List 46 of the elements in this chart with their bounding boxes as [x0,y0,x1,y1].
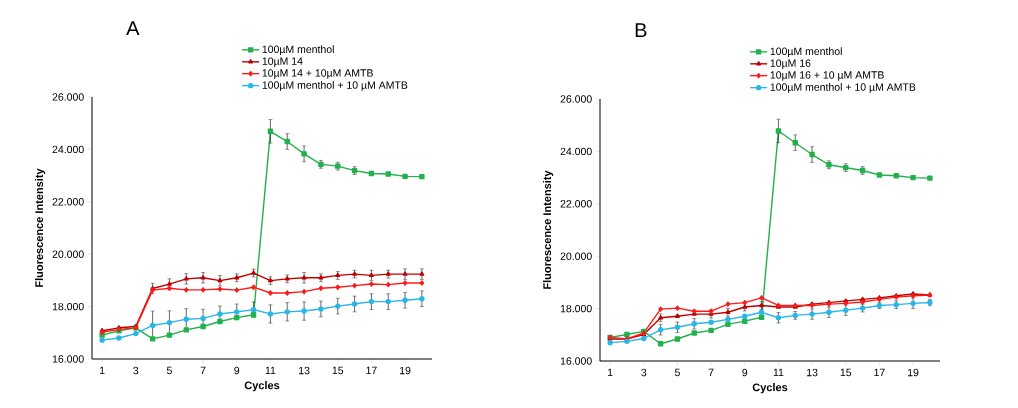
legend-label: 100µM menthol [262,45,334,56]
y-tick-label: 24.000 [52,145,84,154]
y-tick-label: 20.000 [560,252,592,260]
x-tick-label: 15 [840,368,852,377]
x-tick-label: 5 [166,366,172,375]
x-tick-label: 13 [807,368,818,377]
x-tick-label: 1 [607,368,613,377]
y-tick-label: 22.000 [52,198,84,206]
legend-label: 10µM 14 [262,57,303,67]
x-tick-label: 7 [708,368,714,377]
x-tick-label: 3 [641,368,647,377]
y-tick-label: 26.000 [560,95,592,103]
x-tick-label: 9 [234,366,240,375]
y-tick-label: 16.000 [560,357,592,365]
chart-title: B [635,23,647,38]
x-tick-label: 7 [200,366,206,375]
y-tick-label: 20.000 [52,250,84,258]
y-tick-label: 26.000 [52,93,84,101]
x-tick-label: 15 [332,366,344,375]
x-tick-label: 19 [908,368,919,377]
y-axis-title: Fluorescence Intensity [34,168,46,287]
y-tick-label: 18.000 [560,304,592,313]
x-tick-label: 19 [400,366,411,375]
y-tick-label: 24.000 [560,147,592,156]
x-tick-label: 13 [299,366,310,375]
legend-label: 100µM menthol + 10 µM AMTB [262,81,408,91]
x-tick-label: 11 [773,368,784,377]
x-tick-label: 3 [133,366,139,375]
legend-label: 10µM 14 + 10µM AMTB [262,69,373,79]
y-tick-label: 16.000 [52,355,84,363]
x-axis-title: Cycles [244,381,280,392]
x-tick-label: 5 [674,368,680,377]
x-tick-label: 1 [99,366,105,375]
y-axis-title: Fluorescence Intensity [542,170,554,289]
y-tick-label: 18.000 [52,302,84,311]
legend-label: 100µM menthol [770,47,842,58]
x-tick-label: 17 [366,366,377,375]
x-tick-label: 17 [874,368,885,377]
x-tick-label: 11 [265,366,276,375]
x-tick-label: 9 [742,368,748,377]
x-axis-title: Cycles [752,383,788,394]
chart-title: A [126,21,140,36]
legend-label: 10µM 16 + 10 µM AMTB [770,71,884,81]
legend-label: 100µM menthol + 10 µM AMTB [770,83,916,93]
legend-label: 10µM 16 [770,59,811,69]
y-tick-label: 22.000 [560,200,592,208]
